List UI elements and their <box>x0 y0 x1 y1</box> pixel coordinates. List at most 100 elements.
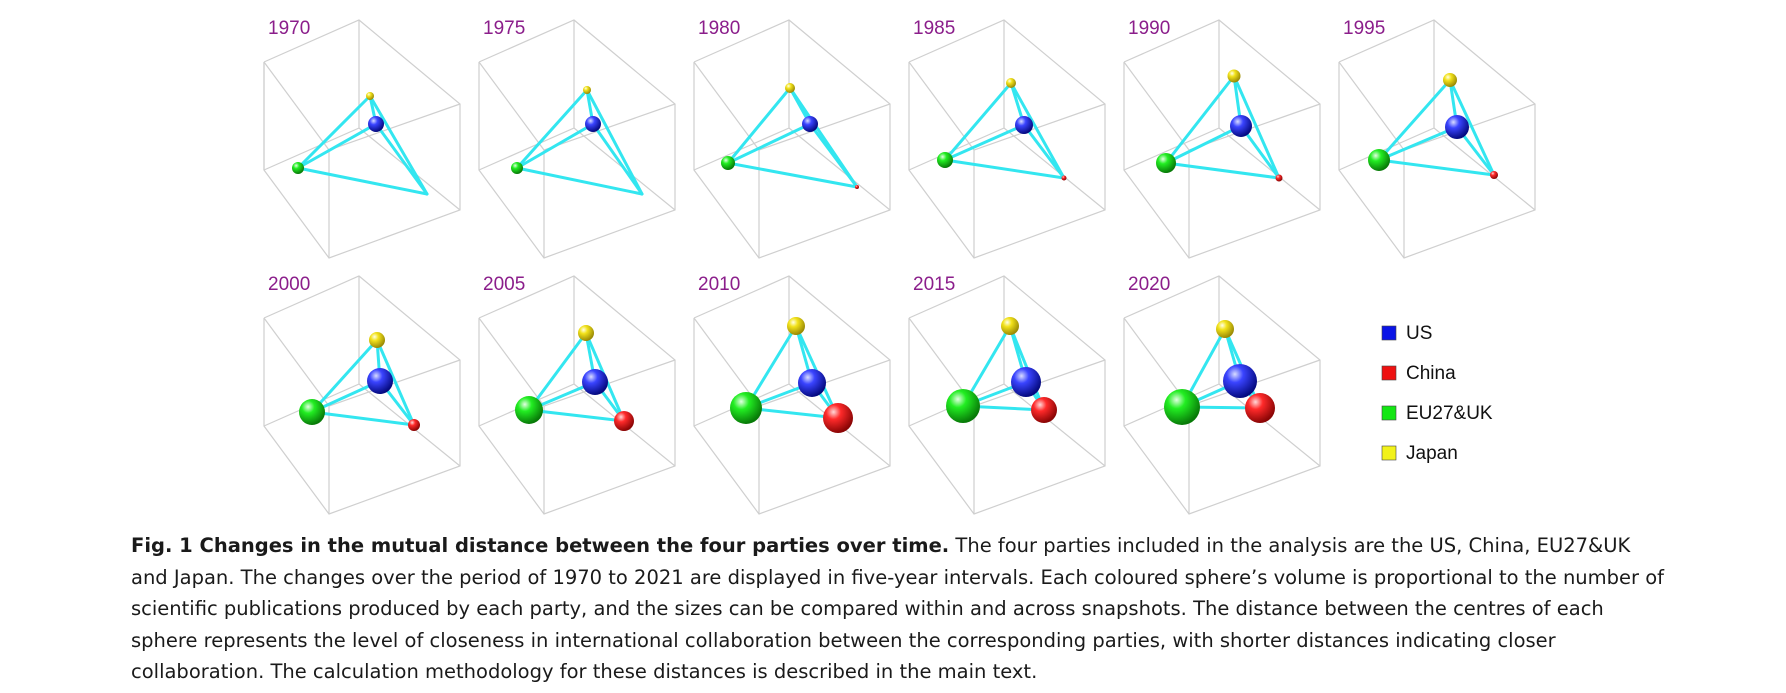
china-sphere <box>408 419 420 431</box>
legend-swatch <box>1381 445 1397 461</box>
panel-1975: 1975 <box>478 18 676 259</box>
eu-sphere <box>511 162 523 174</box>
legend-label: US <box>1406 323 1432 344</box>
links <box>1164 74 1281 180</box>
panel-1990: 1990 <box>1123 18 1321 259</box>
china-sphere <box>855 185 859 189</box>
eu-sphere <box>1164 389 1200 425</box>
us-sphere <box>367 368 393 394</box>
legend-swatch <box>1381 405 1397 421</box>
cube-wireframe <box>1123 275 1321 515</box>
cube-wireframe <box>908 275 1106 515</box>
panel-year-label: 2000 <box>268 274 310 295</box>
cube-wireframe <box>478 275 676 515</box>
panel-year-label: 2015 <box>913 274 955 295</box>
us-sphere <box>798 369 826 397</box>
us-sphere <box>1223 364 1257 398</box>
legend-item-china: China <box>1381 363 1456 384</box>
eu-sphere <box>1368 149 1390 171</box>
eu-sphere <box>299 399 325 425</box>
panel-year-label: 1980 <box>698 18 740 39</box>
china-sphere <box>1490 171 1498 179</box>
eu-sphere <box>946 389 980 423</box>
panel-2000: 2000 <box>263 274 461 515</box>
us-sphere <box>368 116 384 132</box>
china-sphere <box>614 411 634 431</box>
caption-title: Fig. 1 Changes in the mutual distance be… <box>131 534 950 557</box>
legend-item-eu27uk: EU27&UK <box>1381 403 1493 424</box>
links <box>1377 78 1496 177</box>
panel-1970: 1970 <box>263 18 461 259</box>
japan-sphere <box>785 83 795 93</box>
china-sphere <box>1245 393 1275 423</box>
links <box>310 338 416 427</box>
panel-year-label: 1995 <box>1343 18 1385 39</box>
panel-year-label: 1990 <box>1128 18 1170 39</box>
legend-item-us: US <box>1381 323 1432 344</box>
cube-wireframe <box>263 19 461 259</box>
legend-item-japan: Japan <box>1381 443 1458 464</box>
japan-sphere <box>1216 320 1234 338</box>
japan-sphere <box>366 92 374 100</box>
panel-year-label: 1970 <box>268 18 310 39</box>
panel-year-label: 2010 <box>698 274 740 295</box>
figure: 1970 1975 <box>263 18 1536 515</box>
panel-1985: 1985 <box>908 18 1106 259</box>
figure-caption: Fig. 1 Changes in the mutual distance be… <box>131 530 1671 688</box>
us-sphere <box>1230 115 1252 137</box>
legend: US China EU27&UK Japan <box>1381 323 1493 464</box>
panel-2005: 2005 <box>478 274 676 515</box>
legend-label: China <box>1406 363 1456 384</box>
us-sphere <box>802 116 818 132</box>
japan-sphere <box>1006 78 1016 88</box>
eu-sphere <box>292 162 304 174</box>
china-sphere <box>823 403 853 433</box>
panel-year-label: 1985 <box>913 18 955 39</box>
eu-sphere <box>515 396 543 424</box>
japan-sphere <box>1227 69 1241 83</box>
links <box>527 331 626 423</box>
legend-swatch <box>1381 325 1397 341</box>
us-sphere <box>1015 116 1033 134</box>
panel-year-label: 2020 <box>1128 274 1170 295</box>
china-sphere <box>1061 175 1067 181</box>
links <box>726 86 859 189</box>
cube-wireframe <box>1123 19 1321 259</box>
japan-sphere <box>583 86 591 94</box>
links <box>296 94 429 196</box>
eu-sphere <box>730 392 762 424</box>
us-sphere <box>1011 367 1041 397</box>
eu-sphere <box>721 156 735 170</box>
legend-label: Japan <box>1406 443 1458 464</box>
panel-2015: 2015 <box>908 274 1106 515</box>
cube-wireframe <box>693 19 891 259</box>
cube-wireframe <box>693 275 891 515</box>
japan-sphere <box>369 332 385 348</box>
caption-text: The four parties included in the analysi… <box>131 534 1665 683</box>
japan-sphere <box>1443 73 1457 87</box>
cube-wireframe <box>1338 19 1536 259</box>
china-sphere <box>1031 397 1057 423</box>
cube-wireframe <box>263 275 461 515</box>
china-sphere <box>1275 174 1283 182</box>
cube-wireframe <box>908 19 1106 259</box>
legend-swatch <box>1381 365 1397 381</box>
legend-label: EU27&UK <box>1406 403 1493 424</box>
us-sphere <box>1445 115 1469 139</box>
panel-year-label: 2005 <box>483 274 525 295</box>
panel-1995: 1995 <box>1338 18 1536 259</box>
figure-canvas: 1970 1975 <box>263 18 1536 515</box>
cube-wireframe <box>478 19 676 259</box>
eu-sphere <box>1156 153 1176 173</box>
us-sphere <box>582 369 608 395</box>
eu-sphere <box>937 152 953 168</box>
japan-sphere <box>578 325 594 341</box>
us-sphere <box>585 116 601 132</box>
panel-2010: 2010 <box>693 274 891 515</box>
japan-sphere <box>1001 317 1019 335</box>
panel-2020: 2020 <box>1123 274 1321 515</box>
links <box>515 88 644 196</box>
panel-year-label: 1975 <box>483 18 525 39</box>
japan-sphere <box>787 317 805 335</box>
panel-1980: 1980 <box>693 18 891 259</box>
